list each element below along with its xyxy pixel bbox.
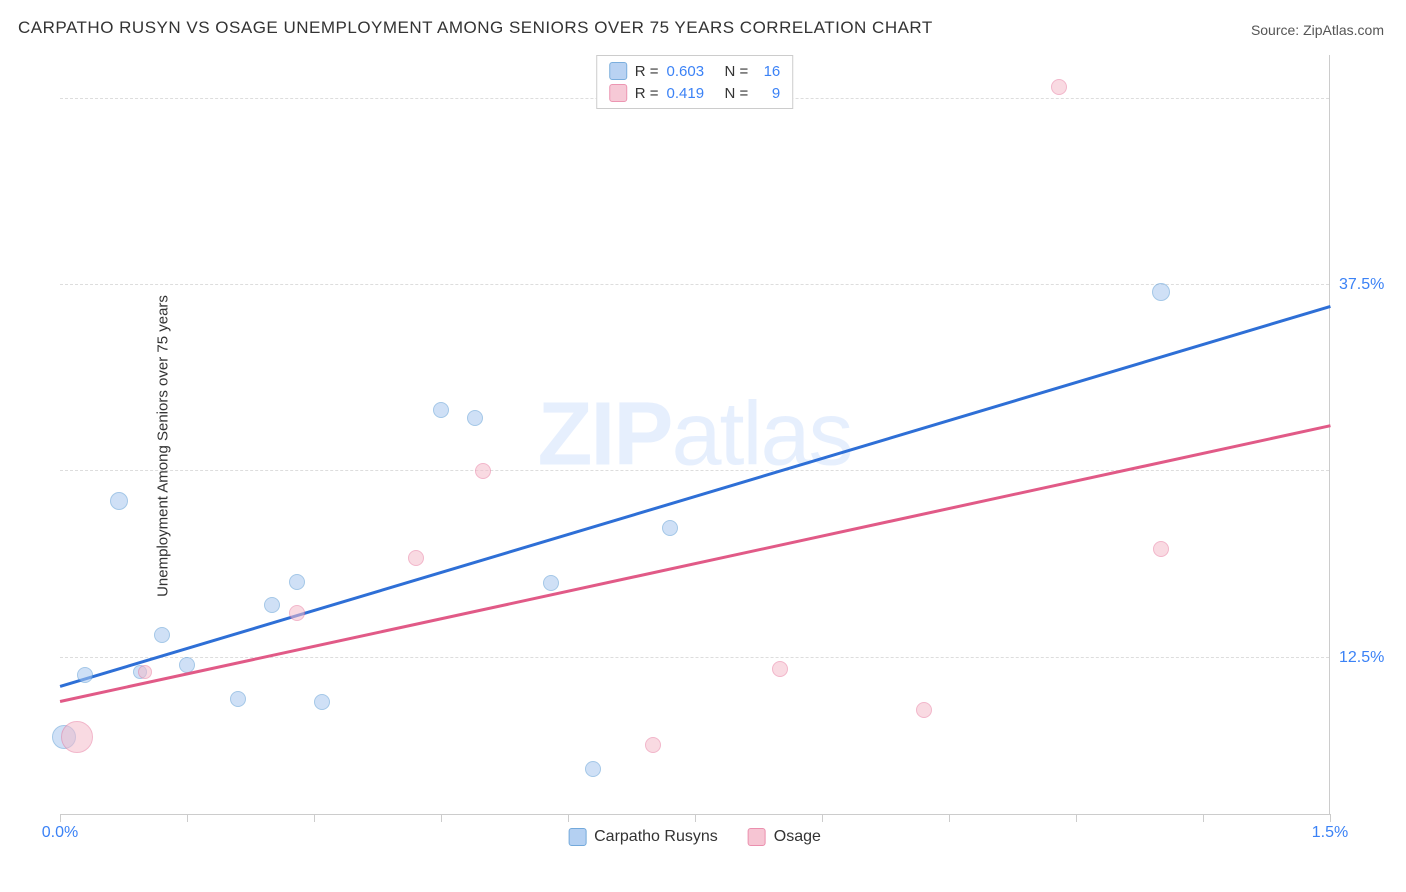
data-point [916,702,932,718]
series-legend-item: Carpatho Rusyns [568,828,718,846]
data-point [585,761,601,777]
x-tick-label: 1.5% [1312,824,1348,842]
legend-r-label: R = [635,85,659,102]
chart-title: CARPATHO RUSYN VS OSAGE UNEMPLOYMENT AMO… [18,18,933,38]
x-tick [1076,814,1077,822]
data-point [230,691,246,707]
series-legend: Carpatho Rusyns Osage [568,828,821,846]
data-point [662,520,678,536]
legend-n-label: N = [725,85,749,102]
gridline [60,470,1329,471]
data-point [77,667,93,683]
x-tick [568,814,569,822]
source-attribution: Source: ZipAtlas.com [1251,22,1384,38]
x-tick [60,814,61,822]
data-point [467,410,483,426]
data-point [1152,283,1170,301]
data-point [110,492,128,510]
legend-n-value: 16 [756,63,780,80]
data-point [433,402,449,418]
y-tick-label: 12.5% [1339,649,1399,667]
series-legend-label: Carpatho Rusyns [594,828,718,846]
legend-n-label: N = [725,63,749,80]
legend-swatch [748,828,766,846]
x-tick [1203,814,1204,822]
data-point [314,694,330,710]
legend-r-value: 0.603 [667,63,717,80]
x-tick [187,814,188,822]
data-point [1153,541,1169,557]
legend-n-value: 9 [756,85,780,102]
legend-swatch [609,84,627,102]
x-tick [1330,814,1331,822]
series-legend-item: Osage [748,828,821,846]
plot-area: ZIPatlas R =0.603N =16R =0.419N =9 Carpa… [60,55,1330,815]
legend-r-value: 0.419 [667,85,717,102]
x-tick [822,814,823,822]
data-point [154,627,170,643]
data-point [408,550,424,566]
data-point [289,574,305,590]
trend-line [60,305,1331,687]
data-point [543,575,559,591]
x-tick-label: 0.0% [42,824,78,842]
x-tick [695,814,696,822]
data-point [289,605,305,621]
data-point [61,721,93,753]
data-point [1051,79,1067,95]
series-legend-label: Osage [774,828,821,846]
legend-swatch [609,62,627,80]
data-point [264,597,280,613]
data-point [138,665,152,679]
y-tick-label: 37.5% [1339,276,1399,294]
gridline [60,284,1329,285]
correlation-legend: R = 0.603 N = 16 R = 0.419 N = 9 [596,55,794,109]
x-tick [314,814,315,822]
x-tick [441,814,442,822]
legend-row: R = 0.603 N = 16 [609,60,781,82]
gridline [60,657,1329,658]
data-point [475,463,491,479]
trend-line [60,424,1331,702]
x-tick [949,814,950,822]
legend-r-label: R = [635,63,659,80]
legend-swatch [568,828,586,846]
data-point [772,661,788,677]
data-point [645,737,661,753]
legend-row: R = 0.419 N = 9 [609,82,781,104]
